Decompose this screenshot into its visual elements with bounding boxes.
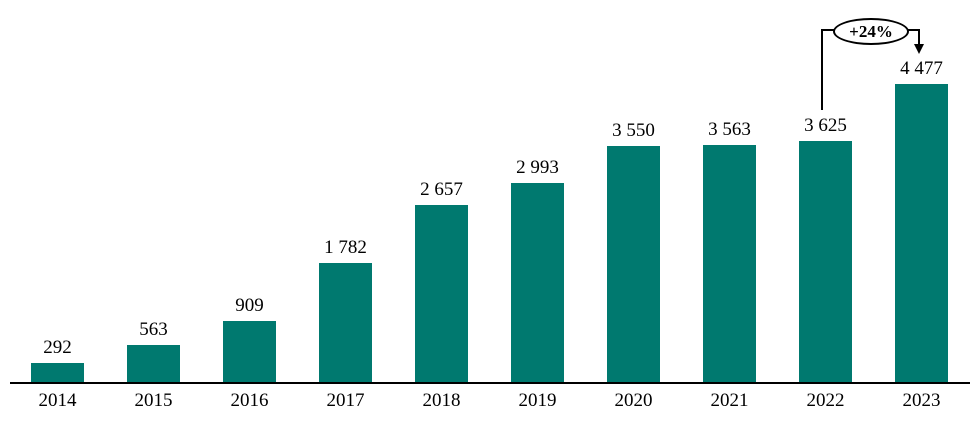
x-axis-line bbox=[10, 382, 970, 384]
x-axis-tick-label: 2022 bbox=[806, 390, 845, 411]
annotation-connector-left-horizontal bbox=[821, 29, 834, 31]
bar-value-label: 3 625 bbox=[804, 115, 847, 136]
bar-value-label: 292 bbox=[43, 337, 72, 358]
bar-value-label: 1 782 bbox=[324, 237, 367, 258]
x-axis-tick-label: 2017 bbox=[326, 390, 365, 411]
bar-2018 bbox=[415, 205, 468, 382]
x-axis-tick-label: 2020 bbox=[614, 390, 653, 411]
bar-2022 bbox=[799, 141, 852, 382]
bar-value-label: 3 563 bbox=[708, 119, 751, 140]
x-axis-tick-label: 2015 bbox=[134, 390, 173, 411]
annotation-connector-right-vertical bbox=[918, 29, 920, 45]
annotation-ellipse: +24% bbox=[833, 18, 909, 45]
x-axis-tick-label: 2019 bbox=[518, 390, 557, 411]
annotation-connector-right-horizontal bbox=[908, 29, 920, 31]
bar-value-label: 3 550 bbox=[612, 120, 655, 141]
bar-2021 bbox=[703, 145, 756, 382]
bar-2014 bbox=[31, 363, 84, 382]
x-axis-tick-label: 2016 bbox=[230, 390, 269, 411]
annotation-connector-left-vertical bbox=[821, 29, 823, 110]
bar-value-label: 563 bbox=[139, 319, 168, 340]
annotation-arrowhead-icon bbox=[914, 44, 924, 54]
x-axis-tick-label: 2023 bbox=[902, 390, 941, 411]
bar-2016 bbox=[223, 321, 276, 382]
bar-2015 bbox=[127, 345, 180, 382]
annotation-label: +24% bbox=[849, 21, 893, 41]
bar-value-label: 909 bbox=[235, 295, 264, 316]
x-axis-tick-label: 2014 bbox=[38, 390, 77, 411]
x-axis-tick-label: 2018 bbox=[422, 390, 461, 411]
bar-value-label: 2 993 bbox=[516, 157, 559, 178]
bar-2020 bbox=[607, 146, 660, 382]
bar-2023 bbox=[895, 84, 948, 382]
x-axis-tick-label: 2021 bbox=[710, 390, 749, 411]
bar-value-label: 4 477 bbox=[900, 58, 943, 79]
bar-2017 bbox=[319, 263, 372, 382]
bar-2019 bbox=[511, 183, 564, 382]
bar-value-label: 2 657 bbox=[420, 179, 463, 200]
